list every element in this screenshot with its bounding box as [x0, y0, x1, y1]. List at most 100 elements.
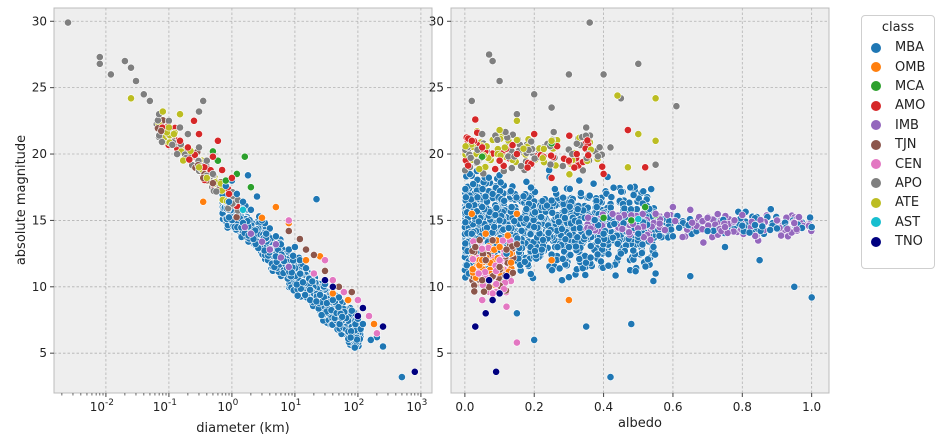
- cloud-point-neo: [157, 126, 166, 135]
- data-point-apo: [585, 18, 594, 27]
- data-point-cen: [339, 288, 348, 296]
- cloud-point-mba: [526, 270, 535, 278]
- data-point-ate: [513, 116, 521, 125]
- cloud-point-mba: [306, 285, 314, 294]
- data-point-cen: [365, 312, 373, 320]
- cloud-point-mba: [296, 269, 305, 278]
- data-point-ate: [651, 136, 660, 145]
- data-point-mba: [265, 224, 274, 233]
- data-point-mba: [328, 296, 337, 304]
- data-point-mca: [599, 213, 608, 222]
- data-point-tno: [328, 282, 337, 291]
- data-point-tno: [410, 367, 419, 376]
- legend-label: APO: [895, 175, 922, 191]
- data-point-ate: [634, 130, 643, 138]
- data-point-ate: [547, 136, 556, 145]
- data-point-amo: [213, 136, 222, 145]
- cloud-point-neo: [572, 150, 581, 158]
- y-tick-label: 10: [429, 280, 444, 294]
- cloud-point-mba: [573, 205, 582, 214]
- legend-swatch: [871, 139, 881, 150]
- cloud-point-mba: [289, 251, 297, 260]
- data-point-mba: [606, 373, 615, 381]
- cloud-point-mba: [555, 264, 564, 273]
- cloud-point-mba-high: [610, 219, 619, 228]
- data-point-amo: [565, 156, 573, 165]
- data-point-omb: [258, 213, 266, 222]
- data-point-mba: [246, 205, 255, 214]
- cloud-point-mba: [611, 271, 620, 280]
- data-point-mba: [773, 224, 781, 233]
- legend-label: TNO: [895, 234, 923, 250]
- cloud-point-mba: [565, 184, 574, 193]
- data-point-imb: [276, 253, 285, 262]
- cloud-point-mba: [638, 249, 646, 257]
- cloud-point-neo: [523, 163, 532, 172]
- data-point-ate: [195, 163, 203, 172]
- legend-item-imb: IMB: [862, 116, 934, 135]
- cloud-point-mba-high: [638, 210, 647, 218]
- data-point-cen: [328, 276, 337, 285]
- data-point-mba: [513, 309, 521, 318]
- data-point-amo: [227, 173, 236, 182]
- data-point-ate: [624, 163, 632, 172]
- legend-swatch: [871, 81, 881, 92]
- data-point-mba: [686, 272, 695, 281]
- cloud-point-mba: [474, 217, 483, 226]
- data-point-omb: [344, 296, 352, 304]
- data-point-imb: [284, 262, 293, 271]
- data-point-tno: [358, 304, 367, 312]
- data-point-apo: [599, 70, 608, 79]
- cloud-point-neo: [539, 144, 548, 153]
- cloud-point-mba-high: [675, 223, 683, 232]
- cloud-point-mba-high: [655, 219, 664, 228]
- data-point-mba: [558, 276, 566, 285]
- data-point-imb: [686, 205, 695, 214]
- cloud-point-neo: [572, 139, 581, 148]
- data-point-apo: [195, 143, 203, 152]
- data-point-amo: [208, 152, 217, 161]
- cloud-point-mba: [543, 201, 551, 210]
- cloud-point-neo: [499, 161, 508, 170]
- cloud-point-mba: [554, 217, 563, 226]
- y-axis-label-magnitude: absolute magnitude: [14, 135, 29, 265]
- data-point-cen: [353, 296, 362, 304]
- cloud-point-mba: [338, 312, 347, 321]
- data-point-omb: [302, 256, 310, 265]
- cloud-point-neo: [570, 163, 579, 172]
- data-point-apo: [183, 130, 192, 138]
- data-point-amo: [471, 115, 480, 124]
- cloud-point-outer: [480, 287, 488, 296]
- cloud-point-mba: [484, 173, 493, 182]
- cloud-point-mba: [492, 203, 501, 212]
- x-tick-exp: -1: [168, 398, 177, 408]
- cloud-point-neo: [527, 137, 536, 146]
- data-point-imb: [773, 216, 781, 225]
- data-point-tjn: [488, 236, 497, 245]
- cloud-point-mba: [613, 239, 622, 248]
- x-tick-base: 10: [90, 400, 105, 414]
- data-point-mba: [271, 232, 280, 241]
- cloud-point-mba: [651, 250, 659, 259]
- data-point-tjn: [302, 245, 310, 254]
- data-point-tjn: [208, 179, 217, 188]
- points-right: [460, 18, 816, 381]
- cloud-point-outer: [475, 236, 484, 244]
- legend-label: AST: [895, 214, 921, 230]
- data-point-mba: [347, 306, 356, 315]
- legend-label: AMO: [895, 98, 926, 114]
- data-point-tjn: [481, 256, 490, 265]
- x-tick-exp: 3: [422, 398, 428, 408]
- x-tick-exp: 0: [233, 398, 239, 408]
- cloud-point-neo: [475, 165, 484, 173]
- points-left: [64, 18, 419, 381]
- data-point-omb: [271, 203, 280, 211]
- cloud-point-mba: [565, 273, 573, 282]
- data-point-apo: [606, 143, 615, 152]
- cloud-point-mba: [481, 192, 490, 201]
- cloud-point-neo: [493, 135, 502, 144]
- cloud-point-mba: [322, 299, 331, 308]
- cloud-point-mba-high: [678, 233, 687, 241]
- cloud-point-mba: [317, 311, 326, 319]
- x-tick-base: 10: [217, 400, 232, 414]
